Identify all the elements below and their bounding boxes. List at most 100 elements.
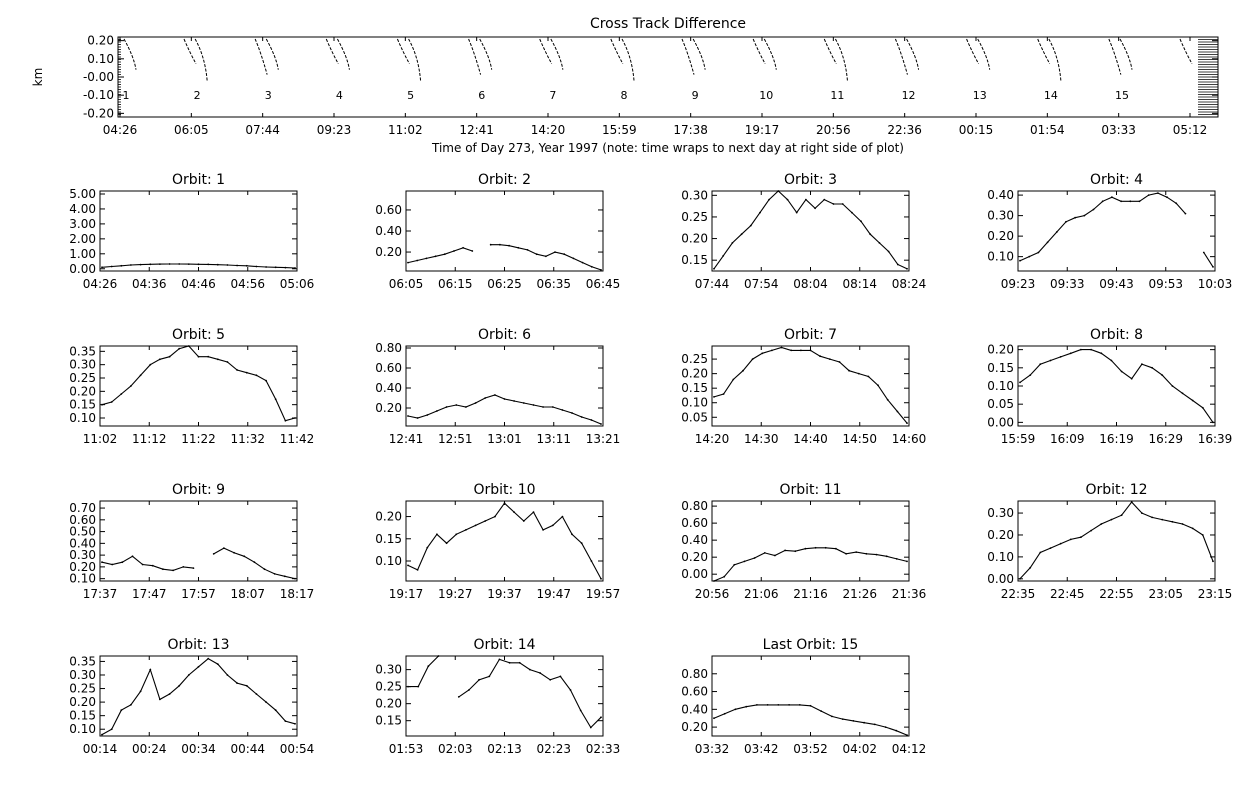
orbit-xtick-label: 12:51 <box>438 432 473 446</box>
orbit-ytick-label: 0.10 <box>69 572 96 586</box>
orbit-data-point <box>713 396 715 398</box>
orbit-data-point <box>563 253 566 256</box>
orbit-xtick-label: 17:47 <box>132 587 167 601</box>
orbit-data-point <box>824 546 827 549</box>
orbit-xtick-label: 14:50 <box>842 432 877 446</box>
orbit-data-point <box>798 704 801 706</box>
orbit-data-point <box>1039 363 1042 366</box>
orbit-panel <box>711 345 910 427</box>
orbit-data-point <box>1191 527 1194 530</box>
orbit-data-point <box>284 419 287 422</box>
orbit-ytick-label: 0.60 <box>69 513 96 527</box>
orbit-xtick-label: 02:33 <box>586 742 621 756</box>
orbit-data-point <box>756 704 758 706</box>
overview-orbit-arc <box>396 38 410 64</box>
orbit-data-point <box>1212 560 1214 563</box>
orbit-data-point <box>426 546 429 549</box>
orbit-data-point <box>1100 523 1103 525</box>
orbit-ytick-label: 3.00 <box>69 217 96 231</box>
orbit-data-point <box>443 253 446 256</box>
orbit-ytick-label: 2.00 <box>69 232 96 246</box>
orbit-ytick-label: 0.50 <box>69 525 96 539</box>
orbit-data-point <box>1110 359 1113 362</box>
orbit-data-point <box>488 675 491 678</box>
orbit-data-point <box>1046 241 1049 244</box>
orbit-data-point <box>820 710 823 712</box>
orbit-data-point <box>110 401 113 403</box>
orbit-data-point <box>513 400 515 402</box>
orbit-panel <box>1017 500 1216 582</box>
overview-orbit-arc <box>468 38 482 75</box>
orbit-data-point <box>498 658 501 661</box>
overview-orbit-arc <box>1179 38 1193 64</box>
orbit-xtick-label: 20:56 <box>695 587 730 601</box>
orbit-data-point <box>1049 547 1052 549</box>
overview-orbit-label: 12 <box>902 89 916 102</box>
orbit-data-point <box>243 555 246 558</box>
overview-orbit-arc <box>966 38 980 64</box>
orbit-data-point <box>804 547 807 550</box>
orbit-data-point <box>1161 374 1164 376</box>
orbit-series-line <box>1019 349 1214 423</box>
orbit-ytick-label: 0.30 <box>375 663 402 677</box>
orbit-data-point <box>535 253 538 256</box>
orbit-data-point <box>1092 208 1095 211</box>
orbit-xtick-label: 06:35 <box>536 277 571 291</box>
orbit-data-point <box>120 393 123 395</box>
orbit-data-point <box>494 515 496 518</box>
orbit-data-point <box>740 233 743 236</box>
orbit-data-point <box>503 398 506 400</box>
orbit-ytick-label: 0.20 <box>375 510 402 524</box>
orbit-ytick-label: 0.25 <box>69 371 96 385</box>
orbit-data-point <box>508 661 511 664</box>
overview-orbit-label: 4 <box>336 89 343 102</box>
orbit-panel-title: Orbit: 5 <box>172 327 225 343</box>
orbit-data-point <box>805 198 807 201</box>
orbit-data-point <box>734 708 737 711</box>
orbit-ytick-label: 0.30 <box>69 668 96 682</box>
orbit-xtick-label: 09:53 <box>1148 277 1183 291</box>
orbit-ytick-label: 5.00 <box>69 187 96 201</box>
orbit-data-point <box>1151 516 1153 519</box>
orbit-data-point <box>172 569 175 572</box>
orbit-ytick-label: 0.10 <box>987 550 1014 564</box>
orbit-data-point <box>784 549 786 552</box>
orbit-data-point <box>838 361 841 363</box>
orbit-data-point <box>182 566 185 568</box>
orbit-data-point <box>407 415 409 417</box>
orbit-data-point <box>749 224 752 227</box>
orbit-data-point <box>1110 518 1113 521</box>
orbit-ytick-label: 0.60 <box>375 361 402 375</box>
orbit-panel-title: Orbit: 7 <box>784 327 837 343</box>
orbit-data-point <box>207 355 210 358</box>
orbit-data-point <box>168 263 171 265</box>
orbit-xtick-label: 08:24 <box>892 277 927 291</box>
orbit-data-point <box>877 384 879 387</box>
orbit-data-point <box>518 661 521 664</box>
orbit-ytick-label: 0.20 <box>681 367 708 381</box>
orbit-data-point <box>751 358 754 360</box>
orbit-xtick-label: 21:06 <box>744 587 779 601</box>
overview-orbit-arc <box>621 38 635 81</box>
orbit-data-point <box>561 409 564 411</box>
orbit-xtick-label: 02:23 <box>536 742 571 756</box>
overview-xtick-label: 14:20 <box>531 123 566 137</box>
orbit-data-point <box>1201 406 1204 409</box>
orbit-data-point <box>814 207 816 210</box>
orbit-data-point <box>771 349 773 352</box>
orbit-data-point <box>416 417 419 419</box>
overview-orbit-arc <box>194 38 208 81</box>
orbit-xtick-label: 00:44 <box>230 742 265 756</box>
orbit-ytick-label: 0.20 <box>375 697 402 711</box>
orbit-data-point <box>600 423 602 425</box>
orbit-data-point <box>407 261 409 264</box>
orbit-data-point <box>197 263 200 266</box>
orbit-data-point <box>1171 385 1174 387</box>
orbit-data-point <box>551 406 554 408</box>
overview-ytick-label: -0.20 <box>83 106 114 120</box>
orbit-data-point <box>855 551 858 553</box>
orbit-data-point <box>768 198 770 201</box>
orbit-data-point <box>1184 212 1187 215</box>
overview-orbit-arc <box>681 38 695 75</box>
orbit-data-point <box>111 563 114 566</box>
